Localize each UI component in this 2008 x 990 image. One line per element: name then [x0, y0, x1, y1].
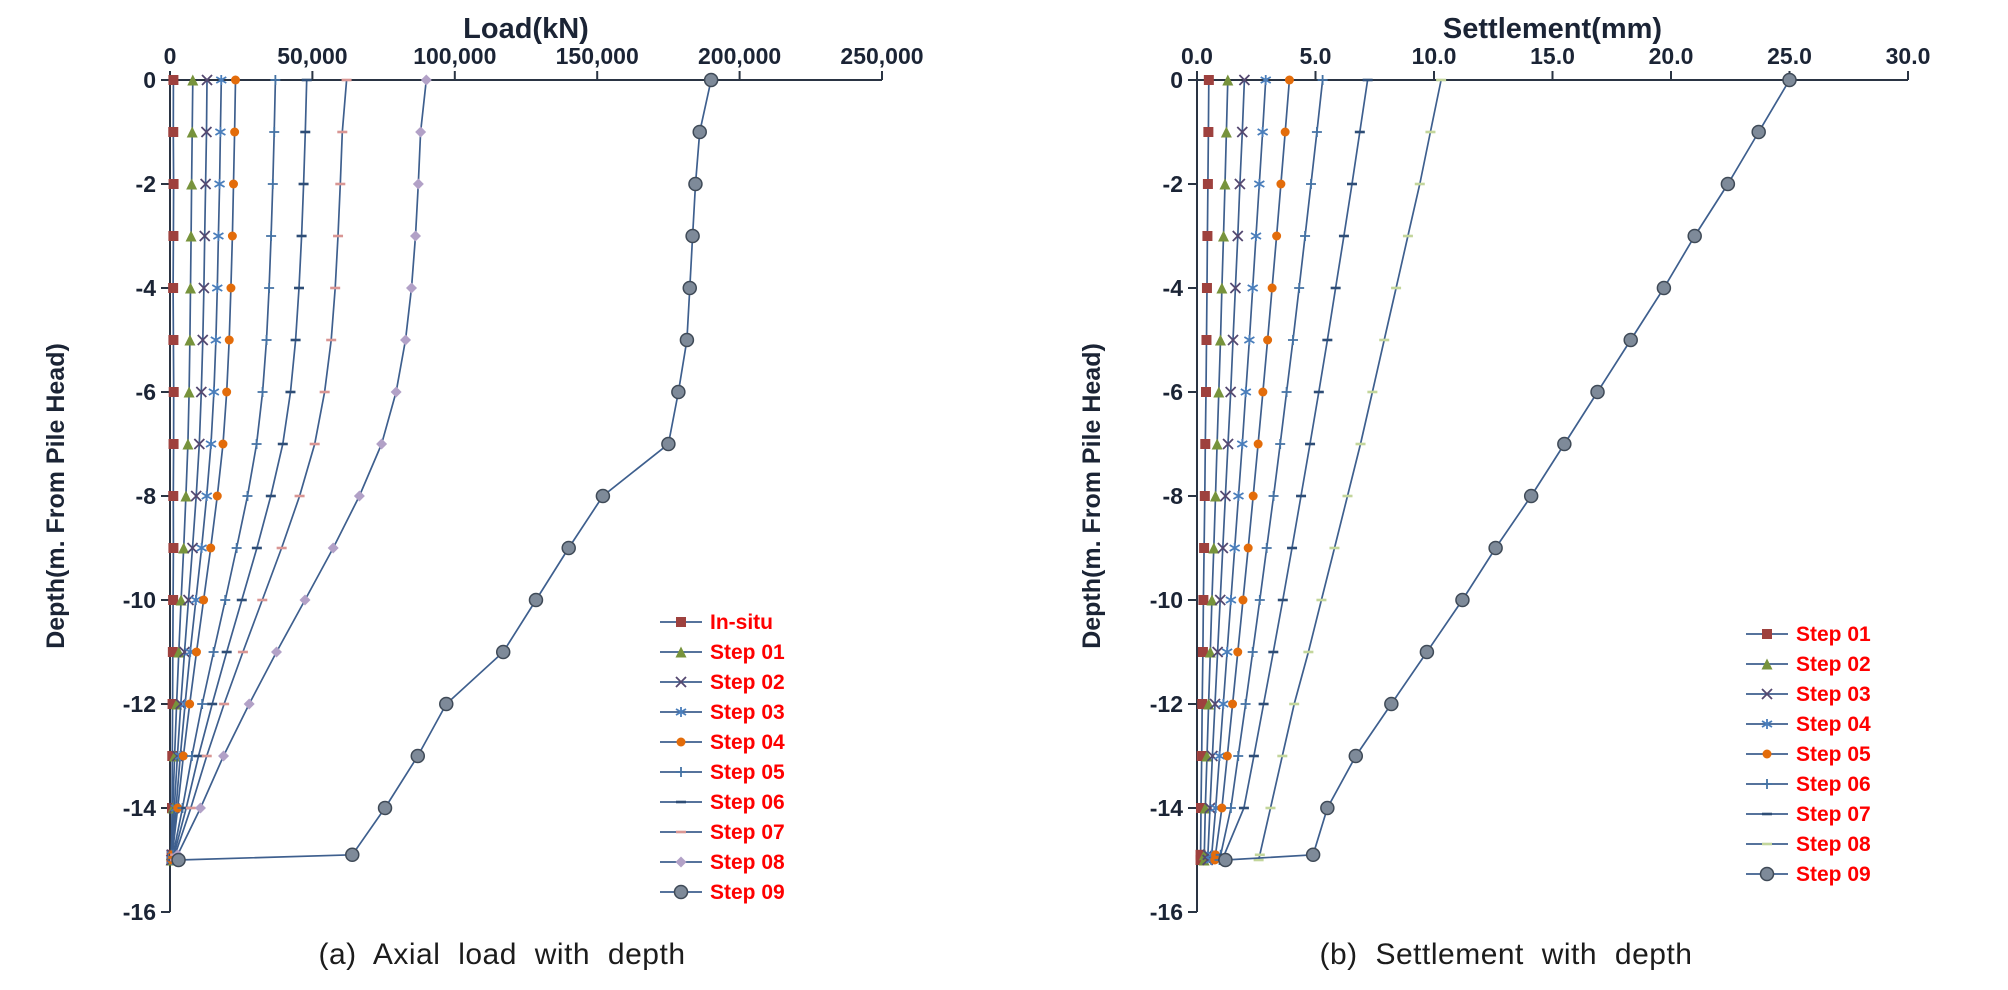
- svg-text:0: 0: [164, 43, 177, 69]
- svg-text:-10: -10: [1150, 587, 1183, 613]
- x-axis-ticks: 0.0 5.0 10.0 15.0 20.0 25.0 30.0: [1181, 43, 1930, 80]
- legend-label: Step 07: [710, 821, 785, 844]
- legend-label: Step 04: [1796, 713, 1871, 736]
- plot-title: Settlement(mm): [1443, 13, 1662, 45]
- series-step-07: [169, 78, 352, 862]
- legend-label: Step 03: [1796, 683, 1871, 706]
- svg-text:20.0: 20.0: [1649, 43, 1694, 69]
- series-step-06: [168, 78, 312, 862]
- legend-label: Step 03: [710, 701, 785, 724]
- legend-label: Step 02: [710, 671, 785, 694]
- caption-a: (a) Axial load with depth: [318, 938, 686, 971]
- legend-label: Step 08: [710, 851, 785, 874]
- series-step-09: [1218, 72, 1797, 868]
- svg-text:0.0: 0.0: [1181, 43, 1213, 69]
- svg-text:0: 0: [143, 67, 156, 93]
- y-axis-title: Depth(m. From Pile Head): [1078, 343, 1106, 649]
- series-step-03: [1202, 74, 1251, 866]
- series-in-situ: [166, 75, 179, 865]
- svg-text:30.0: 30.0: [1886, 43, 1931, 69]
- legend-label: Step 05: [1796, 743, 1871, 766]
- svg-text:-6: -6: [136, 379, 156, 405]
- legend-label: Step 01: [1796, 623, 1871, 646]
- svg-text:0: 0: [1170, 67, 1183, 93]
- svg-text:5.0: 5.0: [1300, 43, 1332, 69]
- legend-label: Step 07: [1796, 803, 1871, 826]
- legend-label: Step 09: [1796, 863, 1871, 886]
- series-step-08: [1253, 78, 1447, 862]
- axial-load-chart: 0 50,000 100,000 150,000 200,000 250,000 0 -2 -4…: [42, 13, 924, 925]
- svg-text:-12: -12: [123, 691, 156, 717]
- chart-panel-axial-load: 0 50,000 100,000 150,000 200,000 250,000 0 -2 -4…: [42, 13, 924, 971]
- axes: [169, 79, 882, 912]
- y-axis-ticks: 0 -2 -4 -6 -8 -10 -12 -14 -16: [1150, 67, 1197, 925]
- legend-label: Step 08: [1796, 833, 1871, 856]
- legend: Step 01 Step 02 Step 03 Step 04 Step 05 Step …: [1746, 623, 1871, 886]
- svg-text:-4: -4: [1163, 275, 1184, 301]
- legend-label: Step 02: [1796, 653, 1871, 676]
- svg-text:200,000: 200,000: [698, 43, 781, 69]
- legend-label: Step 06: [1796, 773, 1871, 796]
- svg-text:-4: -4: [136, 275, 157, 301]
- svg-text:-2: -2: [1163, 171, 1183, 197]
- svg-text:10.0: 10.0: [1412, 43, 1457, 69]
- svg-text:-8: -8: [136, 483, 157, 509]
- series-step-01: [1195, 75, 1214, 865]
- series-step-07: [1218, 78, 1373, 862]
- legend-label: Step 09: [710, 881, 785, 904]
- legend: In-situ Step 01 Step 02 Step 03 Step 04 Step …: [660, 611, 785, 904]
- y-axis-ticks: 0 -2 -4 -6 -8 -10 -12 -14 -16: [123, 67, 170, 925]
- series-step-04: [1205, 75, 1272, 865]
- svg-text:-10: -10: [123, 587, 156, 613]
- svg-text:-16: -16: [1150, 899, 1183, 925]
- series-step-05: [1210, 75, 1294, 865]
- svg-text:-2: -2: [136, 171, 156, 197]
- svg-text:15.0: 15.0: [1530, 43, 1575, 69]
- svg-text:-12: -12: [1150, 691, 1183, 717]
- svg-text:100,000: 100,000: [413, 43, 496, 69]
- series-step-06: [1214, 75, 1328, 865]
- y-axis-title: Depth(m. From Pile Head): [42, 343, 70, 649]
- plot-title: Load(kN): [463, 13, 589, 45]
- legend-label: Step 05: [710, 761, 785, 784]
- series-step-05: [167, 75, 281, 865]
- svg-text:25.0: 25.0: [1767, 43, 1812, 69]
- legend-label: Step 06: [710, 791, 785, 814]
- svg-text:-6: -6: [1163, 379, 1183, 405]
- legend-label: Step 01: [710, 641, 785, 664]
- caption-b: (b) Settlement with depth: [1319, 938, 1693, 971]
- settlement-chart: 0.0 5.0 10.0 15.0 20.0 25.0 30.0 0 -2 -4 -6 -8 -10 -1…: [1078, 13, 1930, 925]
- svg-text:50,000: 50,000: [277, 43, 347, 69]
- series-step-09: [171, 72, 719, 868]
- svg-text:-16: -16: [123, 899, 156, 925]
- x-axis-ticks: 0 50,000 100,000 150,000 200,000 250,000: [164, 43, 924, 80]
- svg-text:150,000: 150,000: [556, 43, 639, 69]
- svg-text:-14: -14: [123, 795, 156, 821]
- legend-label: In-situ: [710, 611, 773, 634]
- series-step-02: [165, 74, 213, 866]
- svg-text:-8: -8: [1163, 483, 1184, 509]
- chart-panel-settlement: 0.0 5.0 10.0 15.0 20.0 25.0 30.0 0 -2 -4 -6 -8 -10 -1…: [1004, 0, 2008, 990]
- legend-label: Step 04: [710, 731, 785, 754]
- svg-text:-14: -14: [1150, 795, 1183, 821]
- svg-text:250,000: 250,000: [840, 43, 923, 69]
